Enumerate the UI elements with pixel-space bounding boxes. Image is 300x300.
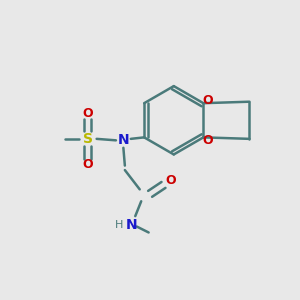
Text: N: N [118, 133, 129, 147]
Text: S: S [83, 132, 93, 146]
Text: H: H [115, 220, 123, 230]
Text: O: O [202, 134, 213, 147]
Text: O: O [82, 107, 93, 120]
Text: O: O [166, 174, 176, 187]
Text: N: N [126, 218, 137, 232]
Text: O: O [82, 158, 93, 171]
Text: O: O [202, 94, 213, 107]
